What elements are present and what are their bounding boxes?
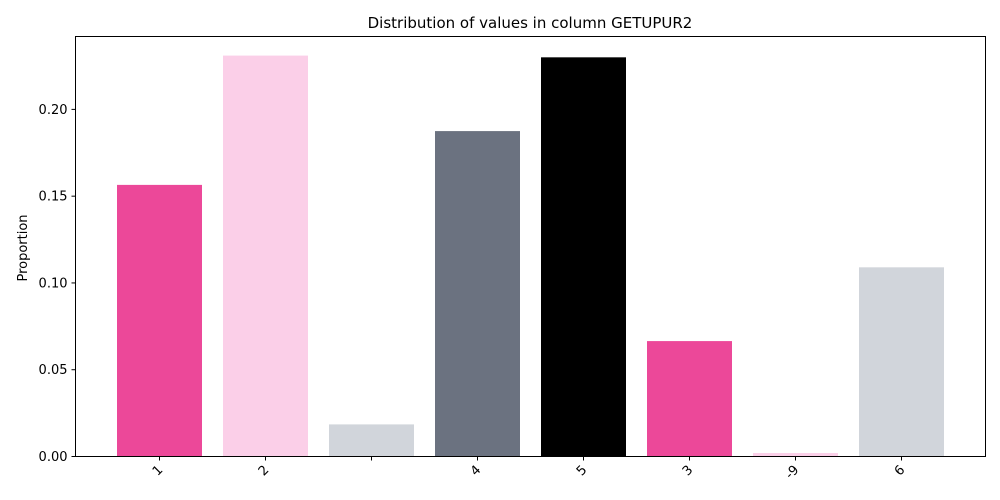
bar--9 — [753, 453, 838, 457]
y-tick-label: 0.00 — [39, 450, 68, 465]
bars-group — [117, 55, 944, 457]
x-tick-label: 2 — [256, 463, 272, 479]
y-tick-label: 0.15 — [39, 190, 68, 205]
x-tick-label: 3 — [680, 463, 696, 479]
bar-blank — [329, 424, 414, 457]
bar-5 — [541, 57, 626, 457]
plot-frame — [75, 36, 986, 457]
x-tick-label: 6 — [892, 463, 908, 479]
y-tick-label: 0.10 — [39, 276, 68, 291]
y-axis-label: Proportion — [16, 214, 31, 281]
bar-1 — [117, 184, 202, 457]
x-axis: 1 2 4 5 3 -9 6 — [150, 456, 908, 483]
y-axis: 0.00 0.05 0.10 0.15 0.20 — [39, 103, 76, 465]
bar-6 — [859, 267, 944, 457]
bar-4 — [435, 131, 520, 457]
y-tick-label: 0.05 — [39, 363, 68, 378]
x-tick-label: 1 — [150, 463, 166, 479]
chart-title: Distribution of values in column GETUPUR… — [368, 14, 693, 32]
bar-2 — [223, 55, 308, 457]
x-tick-label: -9 — [783, 463, 803, 483]
y-tick-label: 0.20 — [39, 103, 68, 118]
bar-3 — [647, 341, 732, 457]
x-tick-label: 5 — [574, 463, 590, 479]
x-tick-label: 4 — [468, 463, 484, 479]
